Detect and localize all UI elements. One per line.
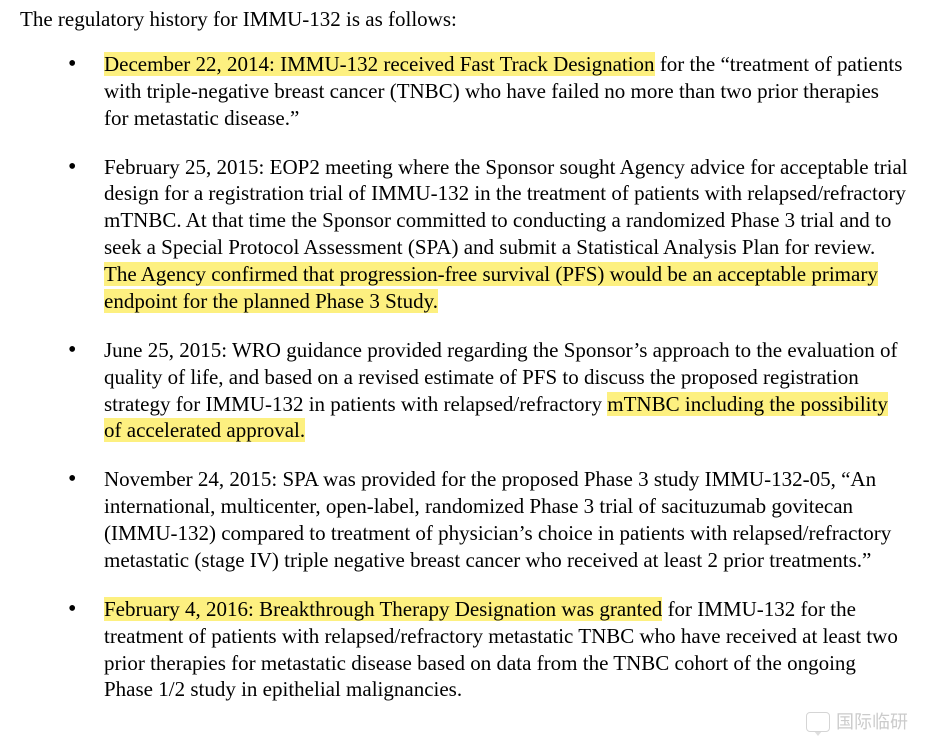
highlighted-text: The Agency confirmed that progression-fr… [104, 262, 878, 313]
wechat-icon [806, 712, 830, 732]
history-item: February 4, 2016: Breakthrough Therapy D… [104, 596, 908, 704]
history-item: December 22, 2014: IMMU-132 received Fas… [104, 51, 908, 132]
history-item: November 24, 2015: SPA was provided for … [104, 466, 908, 574]
history-item: June 25, 2015: WRO guidance provided reg… [104, 337, 908, 445]
intro-paragraph: The regulatory history for IMMU-132 is a… [20, 6, 908, 33]
history-list: December 22, 2014: IMMU-132 received Fas… [20, 51, 908, 703]
history-item: February 25, 2015: EOP2 meeting where th… [104, 154, 908, 315]
watermark-text: 国际临研 [836, 711, 908, 734]
body-text: November 24, 2015: SPA was provided for … [104, 467, 891, 572]
body-text: February 25, 2015: EOP2 meeting where th… [104, 155, 908, 260]
document-page: The regulatory history for IMMU-132 is a… [0, 0, 936, 756]
watermark: 国际临研 [806, 711, 908, 734]
highlighted-text: December 22, 2014: IMMU-132 received Fas… [104, 52, 655, 76]
highlighted-text: February 4, 2016: Breakthrough Therapy D… [104, 597, 662, 621]
